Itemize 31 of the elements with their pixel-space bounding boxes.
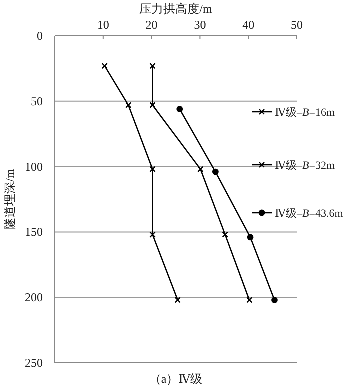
legend-label: Ⅳ级–B=32m: [275, 160, 336, 172]
y-tick-label: 100: [25, 160, 43, 174]
x-axis-title: 压力拱高度/m: [140, 2, 213, 16]
legend-label: Ⅳ级–B=16m: [275, 107, 336, 119]
point: [212, 168, 219, 176]
x-tick-label: 40: [242, 18, 255, 32]
point: [150, 102, 156, 108]
point: [174, 297, 182, 304]
point: [102, 62, 108, 70]
point: [150, 166, 156, 173]
point: [198, 166, 204, 173]
y-tick-label: 50: [31, 94, 43, 108]
point: [150, 232, 156, 238]
y-axis-title: 隧道埋深/m: [3, 168, 17, 230]
x-tick-label: 30: [194, 18, 206, 32]
x-tick-label: 10: [97, 18, 110, 32]
x-tick-label: 20: [146, 18, 158, 32]
point: [246, 297, 253, 304]
point: [247, 234, 254, 241]
text: （a）Ⅳ级: [149, 372, 203, 386]
y-tick-label: 150: [25, 225, 43, 240]
point: [222, 232, 228, 238]
point: [272, 297, 278, 304]
y-tick-label: 200: [25, 290, 43, 305]
point: [125, 102, 132, 108]
x-tick-label: 50: [291, 18, 303, 32]
legend-label: Ⅳ级–B=43.6m: [275, 208, 344, 220]
y-tick-label: 250: [25, 356, 43, 370]
point: [176, 106, 184, 112]
y-tick-label: 0: [37, 29, 43, 43]
point: [150, 62, 156, 70]
